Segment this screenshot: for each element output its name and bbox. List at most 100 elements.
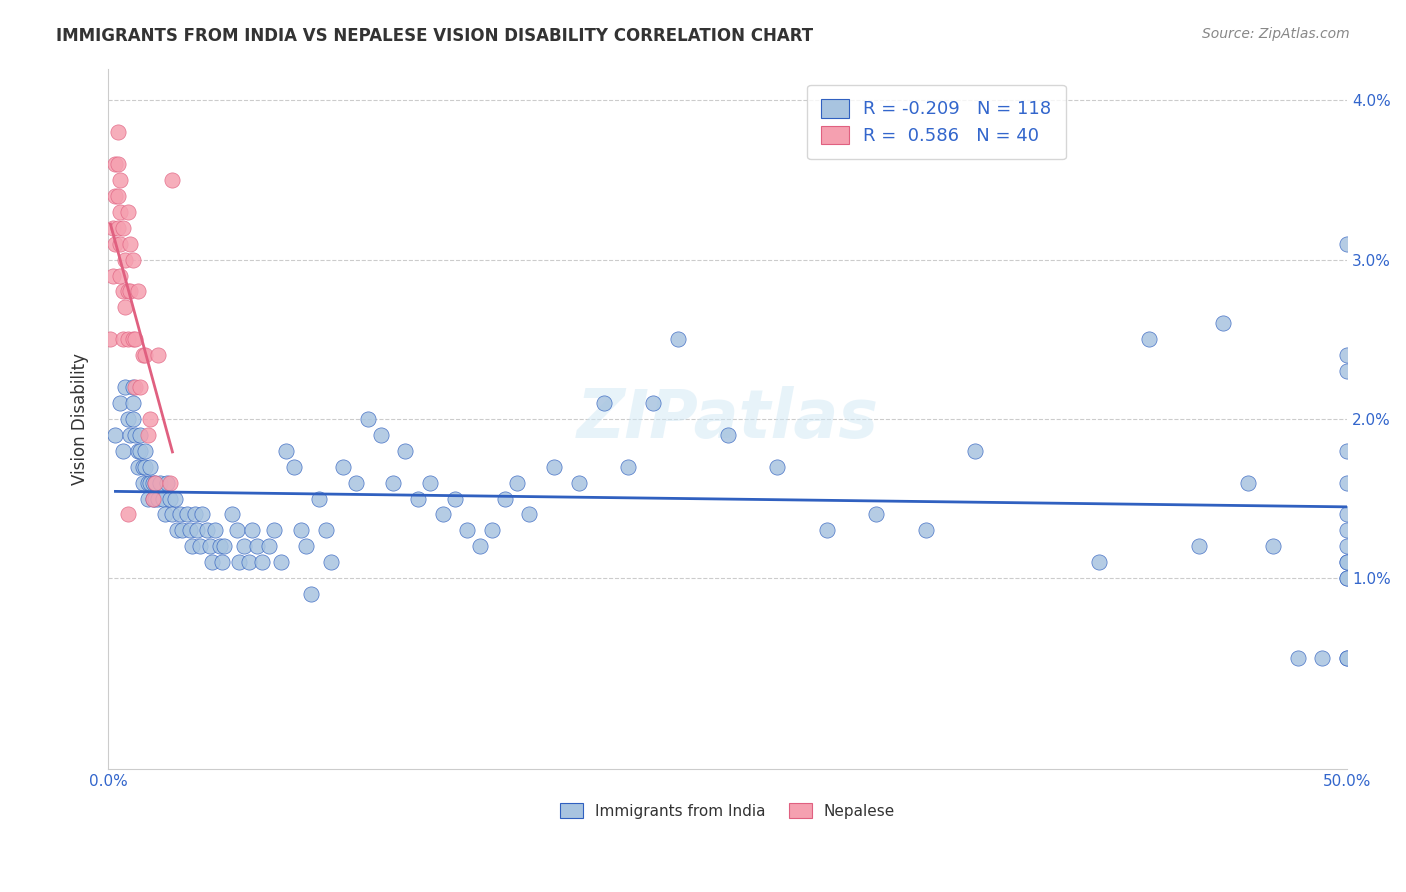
Point [136, 475, 159, 490]
Point [110, 236, 132, 251]
Point [1137, 332, 1160, 346]
Point [124, 380, 146, 394]
Point [143, 475, 166, 490]
Point [1187, 539, 1209, 553]
Point [134, 443, 156, 458]
Point [214, 539, 236, 553]
Point [1336, 571, 1358, 585]
Point [481, 524, 503, 538]
Point [1336, 524, 1358, 538]
Point [159, 491, 181, 506]
Point [107, 125, 129, 139]
Point [139, 412, 162, 426]
Point [121, 252, 143, 267]
Y-axis label: Vision Disability: Vision Disability [72, 353, 89, 485]
Point [127, 459, 149, 474]
Point [111, 220, 134, 235]
Point [179, 524, 201, 538]
Point [136, 427, 159, 442]
Point [456, 524, 478, 538]
Point [142, 491, 165, 506]
Point [162, 508, 184, 522]
Point [117, 508, 139, 522]
Point [766, 459, 789, 474]
Point [117, 205, 139, 219]
Point [517, 508, 540, 522]
Point [1336, 650, 1358, 665]
Point [1336, 650, 1358, 665]
Point [176, 508, 198, 522]
Point [1336, 555, 1358, 569]
Point [270, 555, 292, 569]
Point [617, 459, 640, 474]
Point [152, 491, 174, 506]
Point [290, 524, 312, 538]
Point [283, 459, 305, 474]
Point [172, 524, 194, 538]
Point [432, 508, 454, 522]
Point [394, 443, 416, 458]
Point [344, 475, 367, 490]
Point [1336, 555, 1358, 569]
Point [233, 539, 256, 553]
Point [101, 220, 124, 235]
Point [1237, 475, 1260, 490]
Point [162, 173, 184, 187]
Point [104, 157, 127, 171]
Point [146, 491, 169, 506]
Point [225, 524, 247, 538]
Point [142, 491, 165, 506]
Point [159, 475, 181, 490]
Point [181, 539, 204, 553]
Point [246, 539, 269, 553]
Point [110, 205, 132, 219]
Point [195, 524, 218, 538]
Point [1286, 650, 1309, 665]
Point [494, 491, 516, 506]
Point [110, 268, 132, 283]
Point [1336, 571, 1358, 585]
Point [188, 539, 211, 553]
Point [117, 285, 139, 299]
Point [114, 301, 136, 315]
Point [201, 555, 224, 569]
Point [107, 189, 129, 203]
Point [419, 475, 441, 490]
Point [114, 252, 136, 267]
Point [124, 332, 146, 346]
Point [444, 491, 467, 506]
Point [592, 396, 614, 410]
Point [134, 348, 156, 362]
Point [257, 539, 280, 553]
Point [124, 427, 146, 442]
Point [107, 220, 129, 235]
Point [163, 491, 186, 506]
Point [139, 475, 162, 490]
Point [156, 475, 179, 490]
Point [1088, 555, 1111, 569]
Point [643, 396, 665, 410]
Point [104, 236, 127, 251]
Point [357, 412, 380, 426]
Text: Source: ZipAtlas.com: Source: ZipAtlas.com [1202, 27, 1350, 41]
Point [1336, 236, 1358, 251]
Point [204, 524, 226, 538]
Point [1336, 443, 1358, 458]
Point [965, 443, 987, 458]
Point [1336, 348, 1358, 362]
Point [506, 475, 529, 490]
Point [191, 508, 214, 522]
Point [308, 491, 330, 506]
Point [129, 443, 152, 458]
Point [184, 508, 207, 522]
Point [543, 459, 565, 474]
Point [153, 508, 176, 522]
Text: IMMIGRANTS FROM INDIA VS NEPALESE VISION DISABILITY CORRELATION CHART: IMMIGRANTS FROM INDIA VS NEPALESE VISION… [56, 27, 813, 45]
Point [295, 539, 318, 553]
Point [121, 396, 143, 410]
Point [107, 157, 129, 171]
Point [110, 396, 132, 410]
Point [104, 427, 127, 442]
Point [332, 459, 354, 474]
Point [666, 332, 689, 346]
